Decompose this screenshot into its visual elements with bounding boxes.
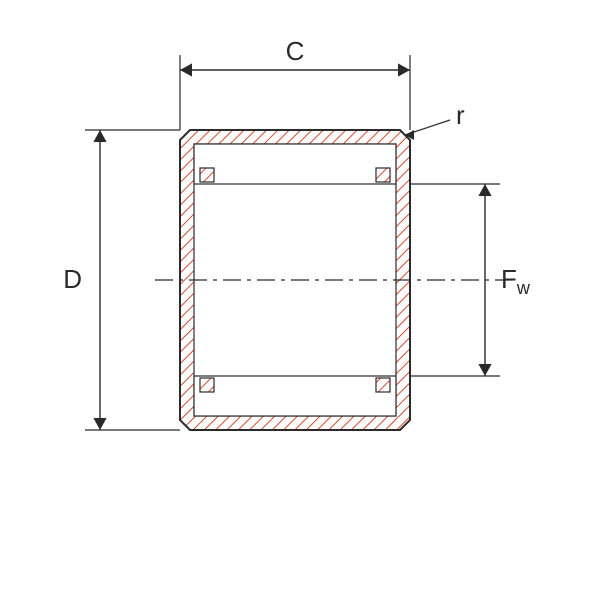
cage-square bbox=[376, 168, 390, 182]
cage-square bbox=[376, 378, 390, 392]
label-Fw: Fw bbox=[501, 264, 531, 298]
label-D: D bbox=[63, 264, 82, 294]
label-C: C bbox=[286, 36, 305, 66]
label-r: r bbox=[456, 100, 465, 130]
cage-square bbox=[200, 378, 214, 392]
cage-square bbox=[200, 168, 214, 182]
